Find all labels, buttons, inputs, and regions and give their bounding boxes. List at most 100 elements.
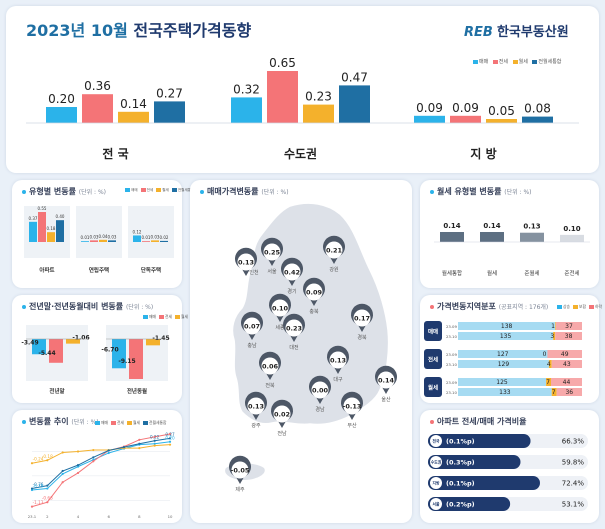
- map-pin-inner: [247, 397, 265, 415]
- trend-point: [61, 469, 64, 473]
- type-bar: [56, 220, 64, 242]
- map-region-label: 제주: [235, 486, 245, 493]
- dist-period-label: 23.09: [446, 324, 457, 329]
- type-bar: [81, 241, 89, 242]
- wolse-bar-label: 0.13: [523, 223, 540, 231]
- dist-down-bar: [555, 332, 582, 340]
- map-region-label: 대전: [289, 344, 299, 351]
- dist-group-label: 전세: [428, 356, 438, 364]
- map-value-label: 0.13: [330, 356, 346, 364]
- top-bar: [118, 111, 149, 123]
- trend-point: [138, 442, 141, 445]
- logo-text: 한국부동산원: [496, 25, 569, 40]
- trend-point: [61, 481, 64, 484]
- dist-up-label: 129: [498, 361, 510, 368]
- type-bar-label: 0.03: [108, 234, 117, 239]
- top-bar-label: 0.32: [233, 82, 260, 96]
- ratio-value-label: 66.3%: [562, 438, 585, 446]
- type-bar: [29, 221, 37, 242]
- map-pin-inner: [311, 381, 329, 399]
- wolse-bar: [440, 232, 464, 242]
- map-region-label: 전북: [265, 382, 275, 389]
- dist-down-bar: [551, 360, 582, 368]
- ytd-bar: [66, 339, 80, 344]
- dist-group-badge: [424, 377, 442, 397]
- map-region-label: 인천: [249, 269, 259, 276]
- wolse-bar: [560, 234, 584, 242]
- ratio-region-badge: [430, 456, 442, 468]
- trend-point: [107, 451, 110, 455]
- dist-up-bar: [458, 332, 554, 340]
- trend-point: [153, 439, 156, 442]
- top-category-label: 수도권: [284, 147, 317, 161]
- map-card: 매매가격변동률 (단위 : %) 0.13 인천 0.25 서울 0.42 경기 0.21 강…: [190, 180, 412, 523]
- trend-line-chart: -0.24-0.18 -0.76-0.79 -1.13-0.63 0.22 0.270.…: [28, 432, 175, 519]
- ratio-bar: [428, 455, 521, 469]
- dist-down-bar: [556, 388, 582, 396]
- ratio-region-badge: [430, 435, 442, 447]
- type-panel: [76, 206, 122, 258]
- trend-x-tick: 4: [77, 514, 80, 519]
- type-bar-label: 0.02: [160, 235, 169, 240]
- trend-point: [168, 440, 172, 443]
- ratio-chart: 전국 (0.1%p) 66.3% 수도권 (0.3%p) 59.8% 지방 (0.1%p) 72…: [428, 434, 588, 511]
- trend-card: 변동률 추이 (단위 : %) 매매 전세 월세 전월세통합 -0.24 -0.18 -0…: [12, 410, 182, 523]
- wolse-bar-chart: 0.14 월세통합 0.14 월세 0.13 준월세 0.10 준전세: [434, 222, 590, 277]
- dist-flat-bar: [553, 332, 556, 340]
- trend-point: [107, 449, 110, 452]
- map-pin-inner: [237, 253, 255, 271]
- type-bar-label: 0.12: [133, 229, 142, 234]
- dist-up-bar: [458, 360, 549, 368]
- map-region-label: 부산: [347, 422, 357, 429]
- map-value-label: 0.21: [326, 246, 343, 254]
- top-bar-label: 0.09: [416, 101, 443, 115]
- dist-up-label: 127: [497, 351, 509, 358]
- dist-flat-label: 0: [543, 351, 547, 358]
- type-panel: [128, 206, 174, 258]
- dist-flat-bar: [548, 360, 552, 368]
- top-bar: [231, 97, 262, 123]
- wolse-type-card: 월세 유형별 변동률 (단위 : %) 0.14 월세통합 0.14 월세 0.13 준월…: [420, 180, 599, 288]
- map-pin-inner: [325, 241, 343, 259]
- top-legend: 매매 전세 월세 전월세통합: [470, 58, 561, 65]
- map-pin-inner: [231, 461, 249, 479]
- map-value-label: 0.02: [274, 410, 290, 418]
- map-region-label: 세종: [275, 324, 285, 331]
- dist-period-label: 23.09: [446, 380, 457, 385]
- trend-data-label: 0.27: [165, 432, 175, 437]
- dist-period-label: 23.09: [446, 352, 457, 357]
- map-value-label: 0.13: [248, 402, 264, 410]
- dist-up-bar: [458, 322, 556, 330]
- trend-data-label: -0.18: [42, 454, 53, 459]
- map-region-label: 경기: [287, 288, 296, 295]
- ytd-bar: [146, 339, 160, 346]
- ytd-bar: [112, 339, 126, 369]
- dist-flat-label: 7: [546, 379, 550, 386]
- trend-x-tick: 2: [46, 514, 49, 519]
- dist-up-label: 135: [500, 333, 512, 340]
- map-pin-inner: [283, 263, 301, 281]
- type-bar: [108, 240, 116, 242]
- map-pin-inner: [263, 243, 281, 261]
- map-pin-inner: [377, 371, 395, 389]
- wolse-bar: [480, 232, 504, 242]
- top-bar: [450, 115, 481, 123]
- logo-mark: REB: [464, 25, 493, 40]
- top-bar-chart: 0.20 0.36 0.14 0.27 전 국 0.32 0.65 0.23 0.47 수도권 0.…: [26, 56, 579, 161]
- map-value-label: -0.05: [231, 466, 250, 474]
- top-category-label: 전 국: [102, 146, 128, 161]
- ytd-bar: [32, 339, 46, 355]
- top-bar: [154, 101, 185, 123]
- map-pin-inner: [329, 351, 347, 369]
- wolse-category-label: 준전세: [564, 269, 579, 277]
- dist-down-label: 36: [565, 389, 573, 396]
- map-pin-inner: [353, 309, 371, 327]
- wolse-category-label: 월세: [487, 269, 497, 277]
- korea-map: 0.13 인천 0.25 서울 0.42 경기 0.21 강원 0.09 충북 0.10 세종 0.07…: [225, 202, 397, 493]
- trend-point: [168, 443, 172, 446]
- map-region-label: 대구: [333, 376, 343, 383]
- type-legend: 매매 전세 월세 전월세통합: [122, 188, 194, 193]
- map-region-label: 광주: [251, 422, 261, 429]
- trend-legend: 매매 전세 월세 전월세통합: [92, 420, 166, 426]
- type-category-label: 단독주택: [141, 266, 161, 274]
